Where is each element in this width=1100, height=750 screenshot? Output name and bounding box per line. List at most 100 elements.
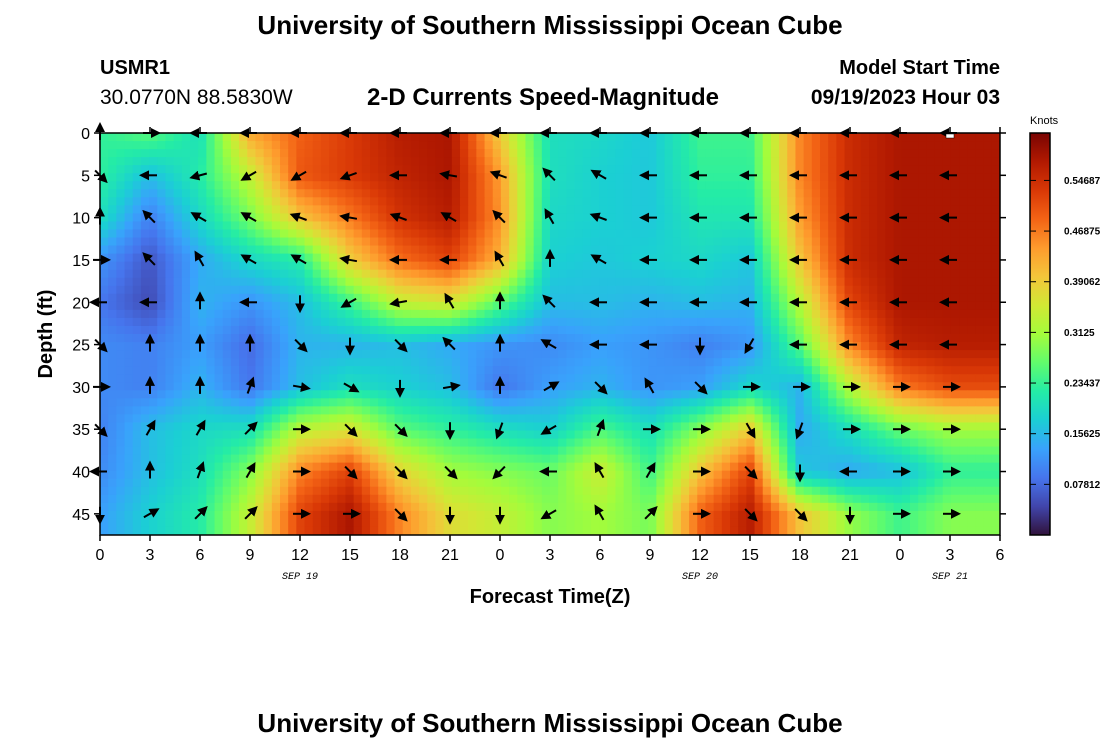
heatmap-cell — [664, 438, 674, 448]
heatmap-cell — [280, 253, 289, 263]
heatmap-cell — [533, 277, 543, 287]
heatmap-cell — [402, 221, 412, 231]
heatmap-cell — [500, 197, 510, 206]
heatmap-cell — [370, 165, 379, 174]
heatmap-cell — [918, 358, 927, 367]
heatmap-cell — [320, 374, 330, 383]
heatmap-cell — [320, 414, 330, 424]
heatmap-cell — [590, 133, 600, 142]
heatmap-cell — [934, 325, 944, 335]
heatmap-cell — [754, 221, 764, 231]
heatmap-cell — [132, 221, 142, 231]
heatmap-cell — [550, 446, 559, 456]
heatmap-cell — [746, 245, 756, 255]
heatmap-cell — [280, 366, 289, 375]
heatmap-cell — [869, 390, 878, 399]
heatmap-cell — [950, 317, 960, 327]
heatmap-cell — [574, 478, 584, 488]
heatmap-cell — [386, 438, 396, 448]
heatmap-cell — [435, 197, 445, 206]
heatmap-cell — [893, 229, 903, 239]
heatmap-cell — [607, 253, 617, 263]
heatmap-cell — [746, 350, 756, 359]
heatmap-cell — [680, 342, 690, 351]
heatmap-cell — [918, 133, 927, 142]
heatmap-cell — [689, 414, 698, 424]
heatmap-cell — [959, 309, 968, 319]
heatmap-cell — [206, 261, 216, 271]
heatmap-cell — [762, 317, 772, 327]
heatmap-cell — [566, 133, 576, 142]
heatmap-cell — [811, 486, 821, 496]
heatmap-cell — [795, 277, 805, 287]
heatmap-cell — [721, 390, 731, 399]
heatmap-cell — [320, 229, 330, 239]
heatmap-cell — [214, 462, 224, 472]
heatmap-cell — [108, 366, 117, 375]
heatmap-cell — [312, 454, 322, 464]
heatmap-cell — [901, 374, 911, 383]
heatmap-cell — [705, 213, 715, 223]
heatmap-cell — [640, 438, 649, 448]
heatmap-cell — [149, 173, 158, 182]
heatmap-cell — [770, 358, 780, 367]
heatmap-cell — [312, 390, 322, 399]
heatmap-cell — [476, 382, 486, 391]
heatmap-cell — [558, 269, 567, 279]
heatmap-cell — [255, 325, 265, 335]
heatmap-cell — [885, 173, 895, 182]
heatmap-cell — [484, 325, 494, 335]
heatmap-cell — [410, 406, 420, 415]
heatmap-cell — [206, 149, 216, 158]
heatmap-cell — [967, 398, 977, 407]
heatmap-cell — [918, 157, 927, 166]
heatmap-cell — [713, 342, 723, 351]
heatmap-cell — [173, 181, 183, 190]
heatmap-cell — [427, 478, 437, 488]
heatmap-cell — [631, 374, 641, 383]
heatmap-cell — [140, 342, 150, 351]
heatmap-cell — [206, 406, 216, 415]
heatmap-cell — [680, 390, 690, 399]
heatmap-cell — [730, 414, 739, 424]
heatmap-cell — [893, 462, 903, 472]
heatmap-cell — [271, 317, 281, 327]
heatmap-cell — [770, 478, 780, 488]
heatmap-cell — [623, 406, 633, 415]
heatmap-cell — [697, 165, 707, 174]
heatmap-cell — [934, 165, 944, 174]
heatmap-cell — [631, 157, 641, 166]
heatmap-cell — [165, 334, 175, 343]
heatmap-cell — [476, 285, 486, 295]
heatmap-cell — [713, 229, 723, 239]
heatmap-cell — [255, 342, 265, 351]
heatmap-cell — [738, 342, 747, 351]
heatmap-cell — [623, 221, 633, 231]
heatmap-cell — [370, 342, 379, 351]
heatmap-cell — [247, 181, 257, 190]
heatmap-cell — [378, 173, 387, 182]
heatmap-cell — [836, 221, 846, 231]
heatmap-cell — [132, 390, 142, 399]
heatmap-cell — [599, 358, 608, 367]
heatmap-cell — [517, 221, 527, 231]
heatmap-cell — [918, 382, 927, 391]
heatmap-cell — [198, 358, 207, 367]
heatmap-cell — [615, 422, 625, 432]
heatmap-cell — [893, 269, 903, 279]
heatmap-cell — [345, 293, 355, 303]
heatmap-cell — [656, 438, 666, 448]
heatmap-cell — [410, 141, 420, 150]
heatmap-cell — [271, 334, 281, 343]
heatmap-cell — [165, 237, 175, 247]
heatmap-cell — [885, 189, 895, 198]
heatmap-cell — [770, 285, 780, 295]
heatmap-cell — [394, 309, 404, 319]
heatmap-cell — [541, 358, 551, 367]
heatmap-cell — [337, 454, 347, 464]
heatmap-cell — [607, 141, 617, 150]
heatmap-cell — [541, 406, 551, 415]
heatmap-cell — [795, 438, 805, 448]
heatmap-cell — [623, 430, 633, 440]
heatmap-cell — [926, 438, 936, 448]
